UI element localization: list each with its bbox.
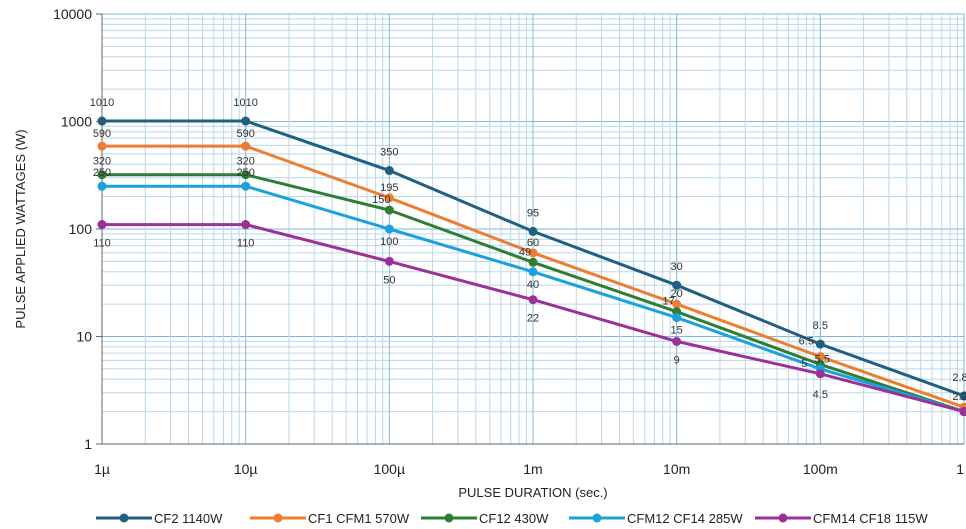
legend-swatch-marker bbox=[119, 513, 129, 523]
x-tick-label: 1µ bbox=[94, 461, 110, 477]
data-point bbox=[241, 141, 251, 151]
data-label: 17 bbox=[663, 296, 675, 308]
legend-label: CF12 430W bbox=[479, 511, 549, 526]
y-axis-title: PULSE APPLIED WATTAGES (W) bbox=[13, 129, 28, 328]
data-point bbox=[672, 280, 682, 290]
data-point bbox=[384, 205, 394, 215]
legend-label: CF1 CFM1 570W bbox=[308, 511, 410, 526]
data-point bbox=[384, 166, 394, 176]
data-point bbox=[528, 226, 538, 236]
data-point bbox=[97, 116, 107, 126]
x-tick-label: 10m bbox=[663, 461, 690, 477]
data-point bbox=[815, 352, 825, 362]
series-3: 250 250 100 40 15 5 bbox=[93, 167, 966, 417]
data-label: 350 bbox=[380, 147, 398, 159]
data-point bbox=[815, 339, 825, 349]
data-label: 2.8 bbox=[952, 372, 966, 384]
data-label: 6.5 bbox=[799, 336, 814, 348]
legend-item: CF1 CFM1 570W bbox=[250, 511, 410, 526]
data-label: 9 bbox=[674, 354, 680, 366]
data-point bbox=[241, 181, 251, 191]
y-tick-label: 1 bbox=[84, 436, 92, 452]
data-point bbox=[672, 299, 682, 309]
data-point bbox=[959, 391, 966, 401]
data-point bbox=[528, 257, 538, 267]
data-point bbox=[528, 295, 538, 305]
x-tick-label: 10µ bbox=[234, 461, 258, 477]
data-label: 110 bbox=[237, 238, 255, 250]
x-tick-labels: 1µ 10µ 100µ 1m 10m 100m 1 bbox=[94, 461, 964, 477]
data-label: 20 bbox=[671, 288, 683, 300]
x-tick-label: 100m bbox=[803, 461, 838, 477]
data-point bbox=[384, 193, 394, 203]
data-point bbox=[672, 313, 682, 323]
gridlines bbox=[101, 13, 965, 445]
x-tick-label: 100µ bbox=[374, 461, 405, 477]
legend-swatch-marker bbox=[778, 513, 788, 523]
data-label: 320 bbox=[93, 156, 111, 168]
data-point bbox=[959, 407, 966, 417]
data-label: 22 bbox=[527, 313, 539, 325]
data-label: 40 bbox=[527, 279, 539, 291]
legend-item: CFM12 CF14 285W bbox=[569, 511, 743, 526]
data-point bbox=[528, 267, 538, 277]
data-label: 30 bbox=[671, 261, 683, 273]
data-label: 110 bbox=[93, 238, 111, 250]
data-label: 5 bbox=[801, 358, 807, 370]
data-label: 5.5 bbox=[815, 353, 830, 365]
legend-item: CF2 1140W bbox=[96, 511, 223, 526]
legend-label: CFM12 CF14 285W bbox=[627, 511, 743, 526]
data-label: 590 bbox=[236, 128, 254, 140]
series-4: 110 110 50 22 9 4.5 bbox=[93, 220, 966, 417]
legend-swatch-marker bbox=[273, 513, 283, 523]
legend-label: CF2 1140W bbox=[154, 511, 223, 526]
data-point bbox=[384, 256, 394, 266]
data-label: 250 bbox=[93, 167, 111, 179]
x-tick-label: 1m bbox=[523, 461, 542, 477]
data-label: 150 bbox=[372, 194, 390, 206]
y-tick-labels: 1 10 100 1000 10000 bbox=[53, 6, 102, 452]
data-point bbox=[241, 116, 251, 126]
y-tick-label: 10000 bbox=[53, 6, 92, 22]
data-label: 250 bbox=[236, 167, 254, 179]
data-point bbox=[672, 336, 682, 346]
y-tick-label: 1000 bbox=[61, 114, 92, 130]
data-label: 2.2 bbox=[952, 391, 966, 403]
data-label: 8.5 bbox=[813, 320, 828, 332]
data-point bbox=[97, 181, 107, 191]
data-point bbox=[241, 220, 251, 230]
legend: CF2 1140W CF1 CFM1 570W CF12 430W CFM12 CF1… bbox=[96, 511, 928, 526]
data-point bbox=[97, 220, 107, 230]
legend-swatch-marker bbox=[444, 513, 454, 523]
data-label: 95 bbox=[527, 207, 539, 219]
y-tick-label: 100 bbox=[69, 221, 93, 237]
data-point bbox=[815, 369, 825, 379]
x-axis-title: PULSE DURATION (sec.) bbox=[458, 485, 607, 500]
data-label: 1010 bbox=[90, 97, 114, 109]
data-label: 320 bbox=[236, 156, 254, 168]
data-point bbox=[97, 170, 107, 180]
x-tick-label: 1 bbox=[956, 461, 964, 477]
data-label: 1010 bbox=[233, 97, 257, 109]
data-label: 100 bbox=[380, 236, 398, 248]
data-point bbox=[528, 248, 538, 258]
data-point bbox=[241, 170, 251, 180]
data-label: 15 bbox=[671, 325, 683, 337]
data-label: 195 bbox=[380, 182, 398, 194]
data-label: 590 bbox=[93, 128, 111, 140]
data-label: 60 bbox=[527, 237, 539, 249]
data-point bbox=[97, 141, 107, 151]
legend-swatch-marker bbox=[592, 513, 602, 523]
data-label: 50 bbox=[383, 274, 395, 286]
data-point bbox=[384, 224, 394, 234]
legend-item: CFM14 CF18 115W bbox=[755, 511, 928, 526]
data-label: 49 bbox=[519, 246, 531, 258]
legend-label: CFM14 CF18 115W bbox=[813, 511, 928, 526]
legend-item: CF12 430W bbox=[421, 511, 549, 526]
data-label: 4.5 bbox=[813, 389, 828, 401]
y-tick-label: 10 bbox=[76, 329, 92, 345]
